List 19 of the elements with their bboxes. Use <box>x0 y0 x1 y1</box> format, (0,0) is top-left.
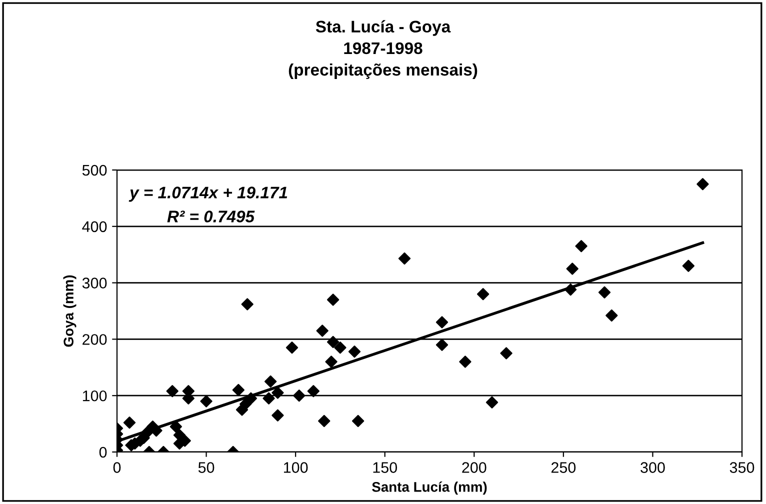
x-tick-label: 250 <box>551 462 576 473</box>
annotation: y = 1.0714x + 19.171 <box>128 186 288 202</box>
y-tick-label: 500 <box>82 164 107 176</box>
x-tick-label: 0 <box>113 462 121 473</box>
x-tick-label: 300 <box>640 462 665 473</box>
y-tick-label: 100 <box>82 390 107 402</box>
annotation: R² = 0.7495 <box>167 210 255 222</box>
chart-title: Sta. Lucía - Goya 1987-1998 (precipitações mensais) <box>288 20 478 79</box>
x-axis-title: Santa Lucía (mm) <box>372 482 487 495</box>
x-tick-label: 200 <box>462 462 486 473</box>
y-tick-label: 200 <box>82 334 107 345</box>
x-tick-label: 150 <box>373 462 398 473</box>
y-tick-label: 0 <box>99 446 107 458</box>
y-tick-label: 300 <box>82 278 107 288</box>
y-tick-label: 400 <box>82 221 107 232</box>
x-tick-label: 350 <box>730 462 754 473</box>
x-tick-label: 50 <box>198 462 214 473</box>
x-tick-label: 100 <box>284 462 308 473</box>
y-axis-title: Goya (mm) <box>63 275 76 347</box>
